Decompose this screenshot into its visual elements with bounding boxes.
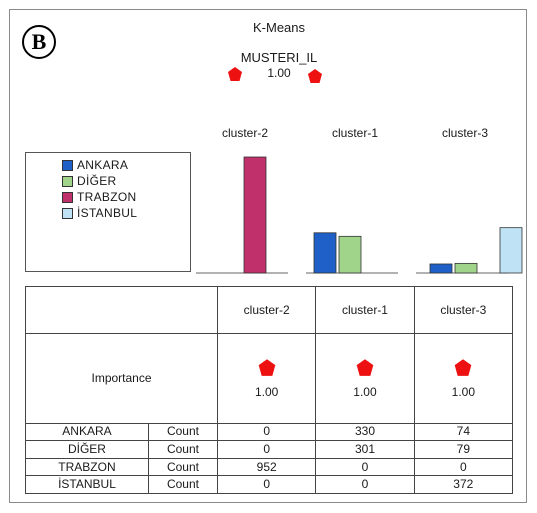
table-header-row: cluster-2 cluster-1 cluster-3 bbox=[24, 285, 514, 335]
table-cell: 0 bbox=[315, 457, 415, 477]
importance-marker-icon bbox=[308, 69, 322, 83]
legend-item: TRABZON bbox=[62, 189, 190, 205]
row-label: ANKARA bbox=[25, 422, 149, 442]
bar-cluster-1-diger bbox=[338, 235, 362, 274]
bar-cluster-3-istanbul bbox=[499, 227, 523, 274]
field-importance: 1.00 bbox=[267, 66, 291, 80]
legend-swatch bbox=[62, 191, 73, 203]
importance-cell: 1.00 bbox=[413, 333, 514, 424]
table-cell: 0 bbox=[217, 422, 317, 442]
table-cell: 0 bbox=[217, 475, 317, 494]
table-row: ANKARA Count 0 330 74 bbox=[25, 422, 514, 442]
importance-cell: 1.00 bbox=[217, 333, 317, 424]
legend-item: ANKARA bbox=[62, 157, 190, 173]
cluster-table: cluster-2 cluster-1 cluster-3 Importance… bbox=[24, 285, 514, 494]
figure-frame bbox=[9, 9, 527, 503]
table-cell: 301 bbox=[315, 440, 415, 459]
row-stat: Count bbox=[147, 475, 219, 494]
panel-badge: B bbox=[22, 25, 56, 59]
table-row: İSTANBUL Count 0 0 372 bbox=[25, 475, 514, 494]
row-stat: Count bbox=[147, 457, 219, 477]
table-cell: 952 bbox=[217, 457, 317, 477]
bar-cluster-2-trabzon bbox=[243, 156, 267, 274]
table-cell: 0 bbox=[413, 457, 514, 477]
field-name: MUSTERI_IL bbox=[240, 50, 318, 65]
table-cell: 330 bbox=[315, 422, 415, 442]
legend-swatch bbox=[62, 175, 73, 187]
table-cell: 79 bbox=[413, 440, 514, 459]
table-cell: 0 bbox=[217, 440, 317, 459]
importance-marker-icon bbox=[455, 359, 472, 376]
importance-marker-icon bbox=[258, 359, 275, 376]
table-header-cell: cluster-1 bbox=[315, 285, 415, 335]
importance-value: 1.00 bbox=[353, 384, 377, 399]
row-stat: Count bbox=[147, 440, 219, 459]
chart-title: K-Means bbox=[252, 20, 306, 35]
bar-cluster-1-ankara bbox=[313, 232, 337, 274]
importance-row: Importance 1.00 1.00 1.00 bbox=[24, 333, 514, 424]
legend-item: İSTANBUL bbox=[62, 205, 190, 221]
table-row: DİĞER Count 0 301 79 bbox=[25, 440, 514, 459]
importance-cell: 1.00 bbox=[315, 333, 415, 424]
table-cell: 372 bbox=[413, 475, 514, 494]
table-cell: 74 bbox=[413, 422, 514, 442]
cluster-label: cluster-3 bbox=[442, 126, 488, 140]
importance-value: 1.00 bbox=[451, 384, 475, 399]
table-row: TRABZON Count 952 0 0 bbox=[25, 457, 514, 477]
table-header-cell: cluster-2 bbox=[217, 285, 317, 335]
table-cell: 0 bbox=[315, 475, 415, 494]
row-stat: Count bbox=[147, 422, 219, 442]
bar-cluster-3-diger bbox=[454, 262, 478, 274]
legend-label: DİĞER bbox=[77, 174, 117, 188]
bar-cluster-3-ankara bbox=[429, 263, 453, 274]
table-header-cell: cluster-3 bbox=[413, 285, 514, 335]
table-corner bbox=[24, 285, 219, 335]
legend-swatch bbox=[62, 159, 73, 171]
importance-marker-icon bbox=[228, 67, 242, 81]
row-label: İSTANBUL bbox=[25, 475, 149, 494]
legend-label: TRABZON bbox=[77, 190, 137, 204]
legend: ANKARA DİĞER TRABZON İSTANBUL bbox=[25, 152, 191, 272]
cluster-label: cluster-1 bbox=[332, 126, 378, 140]
legend-label: ANKARA bbox=[77, 158, 129, 172]
legend-item: DİĞER bbox=[62, 173, 190, 189]
legend-swatch bbox=[62, 207, 73, 219]
row-label: TRABZON bbox=[25, 457, 149, 477]
legend-label: İSTANBUL bbox=[77, 206, 138, 220]
importance-label: Importance bbox=[24, 333, 219, 424]
row-label: DİĞER bbox=[25, 440, 149, 459]
importance-marker-icon bbox=[356, 359, 374, 376]
cluster-label: cluster-2 bbox=[222, 126, 268, 140]
importance-value: 1.00 bbox=[254, 384, 279, 399]
